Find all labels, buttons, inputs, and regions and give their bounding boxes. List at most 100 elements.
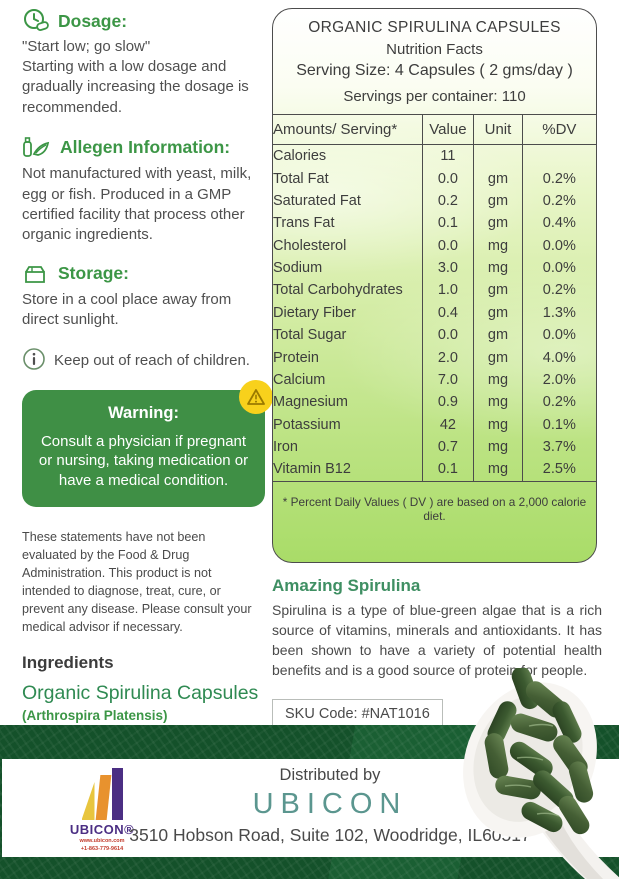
nutrient-unit: mg bbox=[473, 413, 521, 436]
nutrient-dv: 0.0% bbox=[521, 256, 596, 280]
nutrition-table: Amounts/ Serving* Value Unit %DV Calorie… bbox=[273, 114, 596, 482]
table-row: Iron 0.7 mg 3.7% bbox=[273, 435, 596, 459]
nutrient-label: Saturated Fat bbox=[273, 192, 361, 209]
nutrient-unit: gm bbox=[473, 279, 521, 302]
table-row: Protein 2.0 gm 4.0% bbox=[273, 346, 596, 369]
info-icon bbox=[22, 347, 46, 376]
dosage-title: Dosage: bbox=[58, 10, 128, 31]
serving-size: Serving Size: 4 Capsules ( 2 gms/day ) bbox=[296, 62, 573, 79]
nutrient-label: Sodium bbox=[273, 260, 323, 277]
col-value: Value bbox=[421, 115, 474, 144]
nutrient-dv: 0.2% bbox=[521, 189, 596, 213]
nutrition-facts-panel: ORGANIC SPIRULINA CAPSULES Nutrition Fac… bbox=[272, 8, 597, 563]
table-row: Total Fat 0.0 gm 0.2% bbox=[273, 167, 596, 190]
servings-per-container: Servings per container: 110 bbox=[343, 88, 526, 105]
logo-wordmark: UBICON® bbox=[69, 822, 135, 837]
ingredients-label: Ingredients bbox=[22, 652, 114, 672]
nutrient-unit: mg bbox=[473, 435, 521, 459]
nutrient-value: 0.1 bbox=[421, 212, 474, 235]
dosage-text: Starting with a low dosage and gradually… bbox=[22, 58, 249, 116]
table-row: Sodium 3.0 mg 0.0% bbox=[273, 256, 596, 280]
nutrient-label: Iron bbox=[273, 439, 298, 456]
spoon-capsules-image bbox=[425, 666, 619, 879]
logo-website: www.ubicon.com bbox=[79, 838, 125, 844]
nutrient-dv: 0.2% bbox=[521, 279, 596, 302]
fda-disclaimer: These statements have not been evaluated… bbox=[22, 530, 252, 634]
panel-title: ORGANIC SPIRULINA CAPSULES bbox=[308, 19, 561, 36]
storage-title: Storage: bbox=[58, 263, 129, 284]
table-row: Vitamin B12 0.1 mg 2.5% bbox=[273, 458, 596, 481]
keep-out-text: Keep out of reach of children. bbox=[54, 351, 250, 369]
nutrient-unit: mg bbox=[473, 391, 521, 414]
nutrient-dv: 0.4% bbox=[521, 212, 596, 235]
nutrient-label: Magnesium bbox=[273, 394, 348, 411]
product-name: Organic Spirulina Capsules bbox=[22, 681, 259, 704]
table-row: Cholesterol 0.0 mg 0.0% bbox=[273, 234, 596, 257]
company-address: 3510 Hobson Road, Suite 102, Woodridge, … bbox=[129, 825, 531, 845]
amazing-spirulina-title: Amazing Spirulina bbox=[272, 576, 421, 595]
nutrient-label: Total Fat bbox=[273, 170, 329, 187]
nutrient-unit bbox=[473, 145, 521, 168]
storage-text: Store in a cool place away from direct s… bbox=[22, 290, 232, 329]
nutrient-unit: gm bbox=[473, 167, 521, 190]
nutrient-dv: 1.3% bbox=[521, 301, 596, 324]
table-row: Calcium 7.0 mg 2.0% bbox=[273, 368, 596, 392]
allergen-section: Allegen Information: Not manufactured wi… bbox=[22, 134, 265, 246]
nutrient-unit: gm bbox=[473, 346, 521, 369]
nutrient-value: 0.4 bbox=[421, 301, 474, 324]
nutrient-value: 0.9 bbox=[421, 391, 474, 414]
nutrient-unit: gm bbox=[473, 324, 521, 347]
table-row: Calories 11 bbox=[273, 145, 596, 168]
sku-code-box: SKU Code: #NAT1016 bbox=[272, 698, 443, 729]
dosage-section: Dosage: "Start low; go slow" Starting wi… bbox=[22, 8, 265, 118]
table-row: Potassium 42 mg 0.1% bbox=[273, 413, 596, 436]
storage-section: Storage: Store in a cool place away from… bbox=[22, 262, 265, 331]
nutrient-label: Calcium bbox=[273, 371, 326, 388]
nutrition-facts-label: Nutrition Facts bbox=[386, 41, 483, 58]
nutrient-label: Total Carbohydrates bbox=[273, 282, 403, 299]
dv-footnote: * Percent Daily Values ( DV ) are based … bbox=[282, 494, 587, 523]
nutrient-value: 0.1 bbox=[421, 458, 474, 481]
nutrient-dv: 3.7% bbox=[521, 435, 596, 459]
distributed-by-label: Distributed by bbox=[279, 766, 381, 784]
warning-triangle-icon bbox=[239, 379, 273, 414]
warning-title: Warning: bbox=[108, 403, 179, 422]
table-body: Calories 11 Total Fat 0.0 gm 0.2% Satura… bbox=[273, 145, 596, 481]
amazing-spirulina-text: Spirulina is a type of blue-green algae … bbox=[272, 602, 602, 678]
left-column: Dosage: "Start low; go slow" Starting wi… bbox=[22, 8, 273, 844]
warning-box: Warning: Consult a physician if pregnant… bbox=[22, 379, 273, 508]
distributor-block: Distributed by UBICON 3510 Hobson Road, … bbox=[120, 766, 540, 846]
nutrient-unit: mg bbox=[473, 256, 521, 280]
nutrient-value: 42 bbox=[421, 413, 474, 436]
warning-text: Consult a physician if pregnant or nursi… bbox=[38, 432, 249, 490]
table-header-row: Amounts/ Serving* Value Unit %DV bbox=[273, 115, 596, 145]
allergen-text: Not manufactured with yeast, milk, egg o… bbox=[22, 165, 252, 244]
nutrient-label: Dietary Fiber bbox=[273, 304, 356, 321]
nutrient-unit: mg bbox=[473, 234, 521, 257]
table-row: Magnesium 0.9 mg 0.2% bbox=[273, 391, 596, 414]
nutrient-unit: gm bbox=[473, 189, 521, 213]
table-row: Total Carbohydrates 1.0 gm 0.2% bbox=[273, 279, 596, 302]
nutrient-label: Cholesterol bbox=[273, 237, 347, 254]
nutrient-dv: 0.1% bbox=[521, 413, 596, 436]
logo-phone: +1-863-779-9614 bbox=[80, 846, 124, 853]
nutrient-value: 1.0 bbox=[421, 279, 474, 302]
ubicon-logo: UBICON® www.ubicon.com +1-863-779-9614 bbox=[62, 768, 142, 854]
nutrient-value: 11 bbox=[421, 145, 474, 168]
nutrient-unit: mg bbox=[473, 458, 521, 481]
allergen-title: Allegen Information: bbox=[60, 136, 231, 157]
latin-name: (Arthrospira Platensis) bbox=[22, 707, 168, 723]
nutrient-unit: mg bbox=[473, 368, 521, 392]
nutrient-dv: 0.2% bbox=[521, 391, 596, 414]
nutrient-dv: 2.0% bbox=[521, 368, 596, 392]
storage-box-icon bbox=[22, 262, 50, 286]
nutrient-dv: 0.0% bbox=[521, 234, 596, 257]
nutrient-unit: gm bbox=[473, 301, 521, 324]
nutrient-dv: 0.0% bbox=[521, 324, 596, 347]
nutrient-dv: 4.0% bbox=[521, 346, 596, 369]
table-row: Total Sugar 0.0 gm 0.0% bbox=[273, 324, 596, 347]
dosage-quote: "Start low; go slow" bbox=[22, 38, 151, 55]
table-row: Saturated Fat 0.2 gm 0.2% bbox=[273, 189, 596, 213]
nutrient-label: Potassium bbox=[273, 416, 341, 433]
